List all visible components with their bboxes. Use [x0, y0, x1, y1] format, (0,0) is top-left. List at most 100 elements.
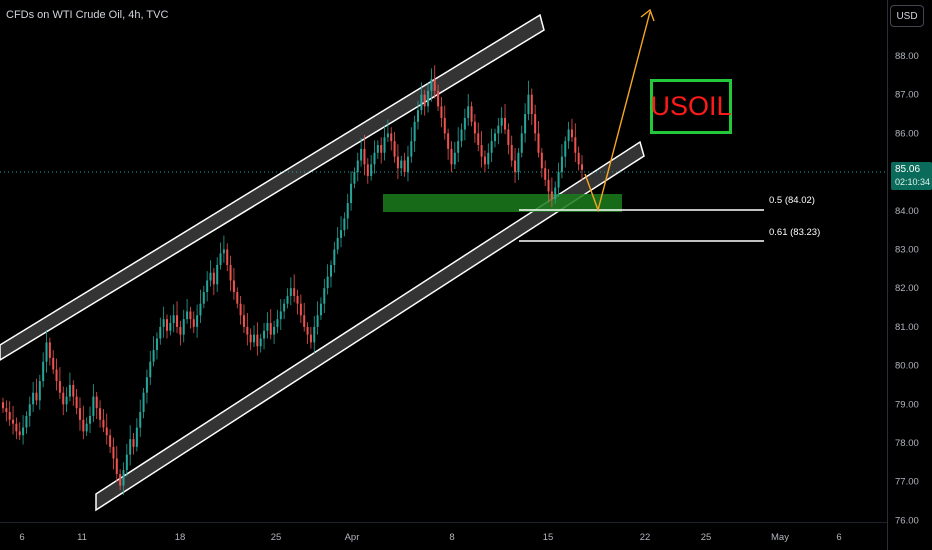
candle-body [62, 392, 65, 405]
candle-body [353, 172, 356, 184]
time-tick-label: 15 [543, 532, 554, 543]
candle-body [92, 396, 95, 416]
candle-body [497, 125, 500, 134]
price-axis[interactable]: 88.0087.0086.0085.0084.0083.0082.0081.00… [895, 51, 919, 526]
candle-body [507, 129, 510, 146]
candle-body [530, 94, 533, 115]
candle-body [169, 323, 172, 331]
candle-body [239, 303, 242, 316]
candle-body [216, 264, 219, 285]
candle-body [18, 431, 21, 436]
candle-body [176, 315, 179, 327]
candle-body [289, 288, 292, 296]
candle-body [102, 419, 105, 428]
candle-body [115, 458, 118, 474]
candle-body [192, 319, 195, 327]
candle-body [567, 129, 570, 142]
time-axis-divider [0, 522, 887, 523]
price-tick-label: 81.00 [895, 322, 919, 333]
candle-body [520, 133, 523, 153]
candle-body [346, 203, 349, 219]
candle-body [537, 133, 540, 153]
candle-body [560, 156, 563, 173]
time-tick-label: May [771, 532, 789, 543]
candle-body [28, 404, 31, 416]
candle-body [279, 311, 282, 320]
candle-body [132, 439, 135, 447]
candle-body [550, 191, 553, 200]
projection-path[interactable] [584, 11, 651, 213]
candle-body [186, 311, 189, 320]
candle-body [179, 326, 182, 335]
candle-body [366, 164, 369, 176]
candle-body [299, 303, 302, 316]
candle-body [202, 292, 205, 304]
candle-body [467, 106, 470, 118]
candle-body [122, 470, 125, 486]
candle-body [246, 326, 249, 335]
channel-lower-band[interactable] [95, 140, 645, 512]
candle-body [65, 396, 68, 405]
candle-body [152, 350, 155, 362]
currency-button[interactable]: USD [890, 5, 924, 27]
time-axis[interactable]: 6 11 18 25 Apr 8 15 22 25 May 6 [19, 532, 841, 543]
time-tick-label: 25 [271, 532, 282, 543]
candle-body [212, 272, 215, 285]
candle-body [373, 152, 376, 165]
usoil-annotation-box[interactable]: USOIL [650, 79, 732, 134]
price-tick-label: 87.00 [895, 90, 919, 101]
candle-body [48, 342, 51, 358]
price-tick-label: 83.00 [895, 245, 919, 256]
candle-body [453, 152, 456, 165]
candle-body [487, 152, 490, 165]
price-tick-label: 84.00 [895, 206, 919, 217]
candle-body [577, 152, 580, 165]
candle-body [423, 94, 426, 107]
candle-body [232, 280, 235, 293]
candle-body [155, 338, 158, 351]
price-tick-label: 78.00 [895, 438, 919, 449]
candle-body [236, 292, 239, 304]
time-tick-label: 18 [175, 532, 186, 543]
price-tick-label: 77.00 [895, 477, 919, 488]
current-price-badge: 85.06 02:10:34 [891, 162, 932, 190]
time-tick-label: 25 [701, 532, 712, 543]
candle-body [129, 439, 132, 455]
candle-body [266, 323, 269, 331]
price-tick-label: 80.00 [895, 361, 919, 372]
candle-body [340, 230, 343, 238]
candle-body [447, 133, 450, 149]
candle-body [276, 319, 279, 327]
fib-label-0.5: 0.5 (84.02) [769, 195, 815, 206]
candle-body [273, 326, 276, 335]
channel-upper-band[interactable] [0, 13, 545, 361]
candle-body [547, 179, 550, 192]
candle-body [544, 168, 547, 180]
price-tick-label: 79.00 [895, 399, 919, 410]
candle-body [219, 253, 222, 265]
support-zone[interactable] [383, 194, 622, 212]
candle-body [226, 249, 229, 265]
candle-body [574, 137, 577, 153]
chart-title: CFDs on WTI Crude Oil, 4h, TVC [6, 9, 169, 21]
candle-body [390, 133, 393, 142]
candle-body [343, 218, 346, 231]
time-tick-label: 11 [77, 532, 87, 543]
candle-body [286, 295, 289, 304]
candle-body [45, 342, 48, 362]
candle-body [269, 323, 272, 335]
candle-body [363, 148, 366, 165]
candle-body [396, 156, 399, 169]
candle-body [189, 311, 192, 320]
candle-body [196, 315, 199, 327]
candle-body [42, 361, 45, 382]
candle-body [500, 117, 503, 126]
candle-body [149, 361, 152, 378]
candle-body [259, 338, 262, 347]
candle-body [222, 249, 225, 254]
candle-body [35, 392, 38, 401]
candle-body [209, 272, 212, 281]
candle-body [473, 121, 476, 134]
candle-body [105, 427, 108, 436]
